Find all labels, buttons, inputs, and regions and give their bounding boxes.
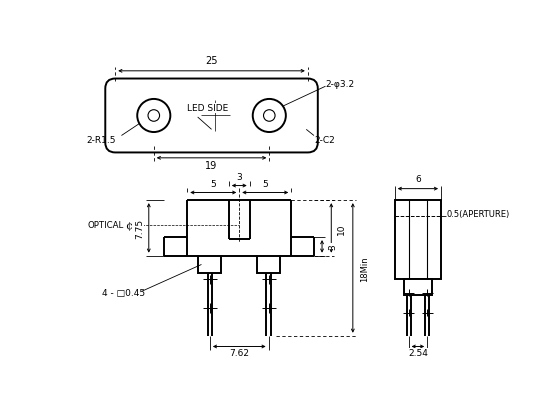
Bar xyxy=(257,256,280,274)
Text: 6: 6 xyxy=(415,175,421,184)
Bar xyxy=(201,101,230,132)
Circle shape xyxy=(253,100,286,133)
Text: 0.5(APERTURE): 0.5(APERTURE) xyxy=(446,209,510,218)
Text: 5: 5 xyxy=(211,179,216,188)
Text: 19: 19 xyxy=(206,161,218,171)
Text: 2.54: 2.54 xyxy=(408,348,428,357)
Text: 18Min: 18Min xyxy=(361,256,370,281)
Circle shape xyxy=(137,100,170,133)
Bar xyxy=(404,279,432,295)
Text: 3: 3 xyxy=(328,244,337,249)
Text: 2-R1.5: 2-R1.5 xyxy=(87,136,116,145)
Text: 25: 25 xyxy=(206,56,218,66)
Bar xyxy=(395,201,441,279)
Text: LED SIDE: LED SIDE xyxy=(187,104,228,113)
Text: 2-C2: 2-C2 xyxy=(314,136,335,145)
Text: 5: 5 xyxy=(263,179,268,188)
Text: 7.75: 7.75 xyxy=(135,218,144,239)
Circle shape xyxy=(148,111,160,122)
FancyBboxPatch shape xyxy=(105,79,318,153)
Text: 2-φ3.2: 2-φ3.2 xyxy=(325,79,354,88)
Text: ¢: ¢ xyxy=(125,221,132,230)
Text: 7.62: 7.62 xyxy=(229,348,249,357)
Text: 3: 3 xyxy=(236,173,242,181)
Text: 4 - □0.45: 4 - □0.45 xyxy=(102,288,146,297)
Text: OPTICAL: OPTICAL xyxy=(87,221,124,230)
Text: 10: 10 xyxy=(338,223,347,234)
Bar xyxy=(198,256,221,274)
Circle shape xyxy=(264,111,275,122)
